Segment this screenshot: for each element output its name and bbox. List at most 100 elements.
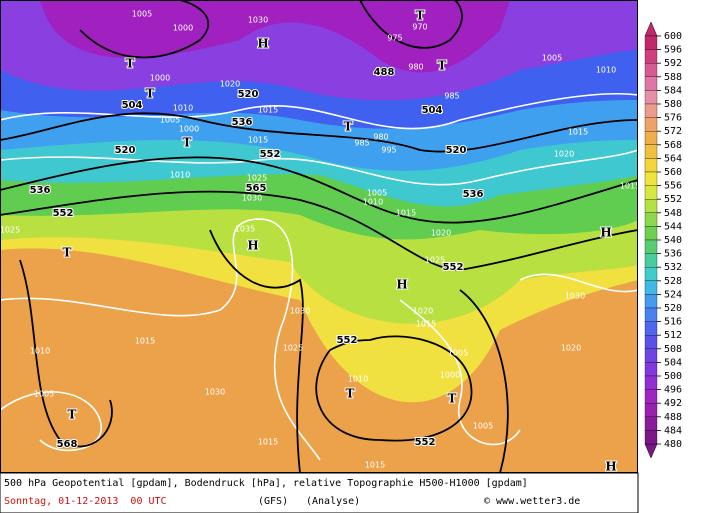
colorbar-cell — [644, 35, 658, 50]
footer-title: 500 hPa Geopotential [gpdam], Bodendruck… — [4, 478, 528, 489]
map-label: 970 — [412, 23, 427, 32]
colorbar-arrow-bottom — [644, 443, 658, 459]
footer-credit: © www.wetter3.de — [484, 496, 580, 507]
map-label: 1030 — [565, 292, 585, 301]
colorbar-label: 576 — [664, 113, 682, 124]
map-label: H — [600, 226, 611, 240]
colorbar-cell — [644, 117, 658, 132]
map-label: 1000 — [150, 74, 170, 83]
colorbar-cell — [644, 375, 658, 390]
map-label: 1030 — [205, 388, 225, 397]
footer: 500 hPa Geopotential [gpdam], Bodendruck… — [0, 472, 639, 513]
map-label: 552 — [415, 437, 436, 448]
map-label: 1010 — [30, 347, 50, 356]
map-label: T — [416, 9, 425, 23]
map-label: 504 — [122, 100, 143, 111]
colorbar-label: 552 — [664, 194, 682, 205]
colorbar-cell — [644, 199, 658, 213]
footer-analysis: (Analyse) — [306, 496, 360, 507]
colorbar-label: 504 — [664, 357, 682, 368]
colorbar-cell — [644, 226, 658, 241]
colorbar-cell — [644, 158, 658, 173]
map-label: 985 — [444, 92, 459, 101]
colorbar-label: 580 — [664, 99, 682, 110]
map-label: 520 — [238, 89, 259, 100]
colorbar-cell — [644, 90, 658, 105]
map-label: 552 — [53, 208, 74, 219]
map-label: 1025 — [425, 256, 445, 265]
colorbar-cell — [644, 430, 658, 445]
map-label: 1015 — [365, 461, 385, 470]
map-label: T — [63, 246, 72, 260]
map-label: T — [68, 408, 77, 422]
colorbar-label: 596 — [664, 45, 682, 56]
map-label: 565 — [246, 183, 267, 194]
colorbar-label: 544 — [664, 221, 682, 232]
map-label: 1015 — [568, 128, 588, 137]
colorbar-label: 516 — [664, 317, 682, 328]
colorbar-label: 480 — [664, 439, 682, 450]
map-label: 1030 — [242, 194, 262, 203]
map-label: 985 — [354, 139, 369, 148]
colorbar-label: 536 — [664, 249, 682, 260]
colorbar-cell — [644, 144, 658, 159]
map-label: 1015 — [416, 320, 436, 329]
map-label: 1005 — [542, 54, 562, 63]
map-label: 1025 — [247, 174, 267, 183]
map-label: T — [448, 392, 457, 406]
colorbar-cell — [644, 171, 658, 186]
map-label: 1005 — [448, 349, 468, 358]
colorbar-cell — [644, 239, 658, 254]
map-label: T — [126, 57, 135, 71]
map-label: 1005 — [132, 10, 152, 19]
map-label: T — [183, 136, 192, 150]
map-label: 1020 — [220, 80, 240, 89]
map-label: 1025 — [0, 226, 20, 235]
map-label: 975 — [387, 34, 402, 43]
map-label: 536 — [232, 117, 253, 128]
colorbar-label: 524 — [664, 289, 682, 300]
map-label: 1000 — [173, 24, 193, 33]
colorbar-cell — [644, 307, 658, 322]
map-label: 1030 — [290, 307, 310, 316]
map-label: 520 — [115, 145, 136, 156]
contours — [0, 0, 639, 474]
colorbar-cell — [644, 185, 658, 200]
map-label: 980 — [408, 63, 423, 72]
map-label: 1015 — [620, 182, 640, 191]
map-label: 504 — [422, 105, 443, 116]
colorbar-label: 496 — [664, 385, 682, 396]
colorbar-cell — [644, 280, 658, 295]
colorbar-label: 600 — [664, 31, 682, 42]
map-label: T — [346, 387, 355, 401]
colorbar-label: 560 — [664, 167, 682, 178]
colorbar-cell — [644, 253, 658, 268]
colorbar-label: 492 — [664, 398, 682, 409]
footer-model: (GFS) — [258, 496, 288, 507]
map-label: 520 — [446, 145, 467, 156]
colorbar-label: 528 — [664, 276, 682, 287]
map-label: 568 — [57, 439, 78, 450]
map-label: 1020 — [413, 307, 433, 316]
map-label: 536 — [30, 185, 51, 196]
map-label: 1035 — [235, 225, 255, 234]
map-label: 1005 — [367, 189, 387, 198]
colorbar-cell — [644, 294, 658, 309]
map-label: 1020 — [561, 344, 581, 353]
colorbar-label: 556 — [664, 181, 682, 192]
colorbar-label: 512 — [664, 330, 682, 341]
colorbar-label: 584 — [664, 85, 682, 96]
colorbar-arrow-top — [644, 21, 658, 37]
map-label: 1025 — [283, 344, 303, 353]
colorbar-cell — [644, 362, 658, 377]
footer-box — [0, 472, 639, 513]
footer-date: Sonntag, 01-12-2013 00 UTC — [4, 496, 167, 507]
map-label: 1015 — [396, 209, 416, 218]
map-label: 1015 — [248, 136, 268, 145]
colorbar-label: 484 — [664, 425, 682, 436]
map-label: 1020 — [554, 150, 574, 159]
map-label: 1010 — [348, 375, 368, 384]
colorbar-cell — [644, 63, 658, 77]
map-frame — [0, 0, 638, 473]
map-label: 488 — [374, 67, 395, 78]
